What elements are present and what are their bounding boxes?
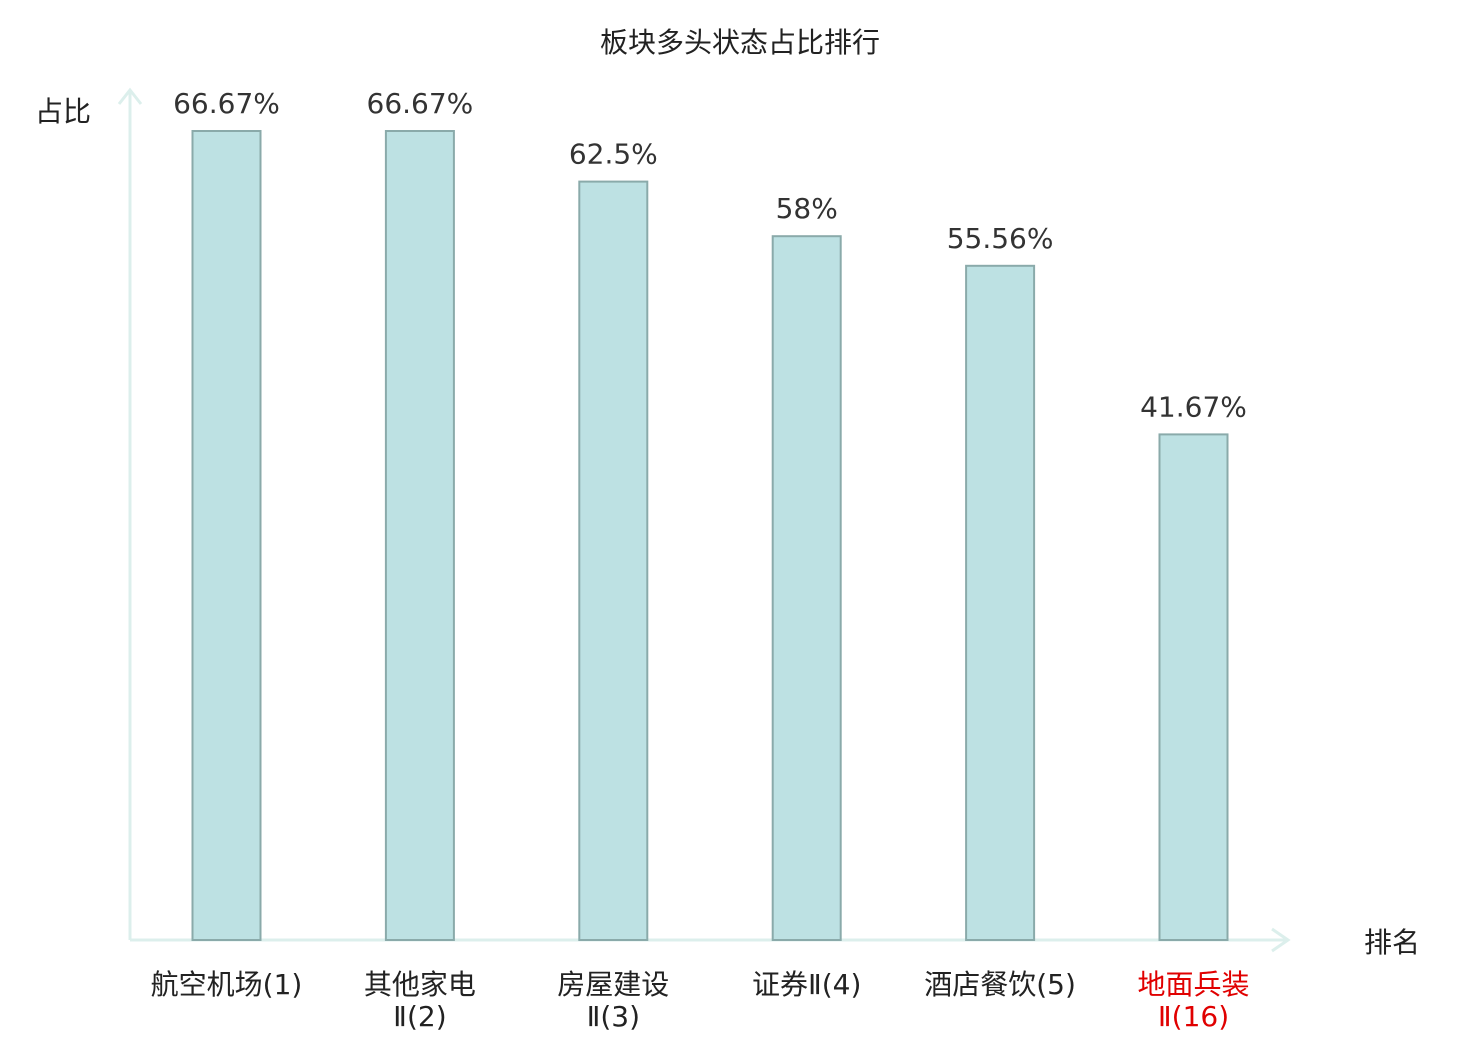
x-tick-label-line2: Ⅱ(2) [393,1000,446,1033]
bar-value-label: 55.56% [947,222,1054,255]
bar [384,130,455,941]
x-tick-label-line2: Ⅱ(16) [1158,1000,1229,1033]
x-tick-label: 房屋建设 [557,968,669,1001]
bar-value-label: 62.5% [569,138,658,171]
x-tick-label: 地面兵装 [1137,968,1249,1001]
bars-group [191,130,1229,942]
bar-value-label: 66.67% [367,87,474,120]
bar-value-label: 58% [776,192,838,225]
chart-title: 板块多头状态占比排行 [600,26,880,59]
bar [578,180,649,942]
x-tick-label: 酒店餐饮(5) [924,968,1076,1001]
y-axis-label: 占比 [35,95,91,128]
x-axis-arrow [1271,927,1291,953]
x-tick-label: 航空机场(1) [151,968,303,1001]
bar [965,264,1036,941]
y-axis-arrow [117,87,143,105]
bar-value-label: 41.67% [1140,390,1247,423]
value-labels-group: 66.67% 66.67% 62.5% 58% 55.56% 41.67% [173,87,1247,423]
bar-value-label: 66.67% [173,87,280,120]
bar [771,235,842,941]
x-tick-label: 其他家电 [364,968,476,1001]
bar [1158,433,1229,941]
x-tick-label-line2: Ⅱ(3) [587,1000,640,1033]
x-axis-label: 排名 [1364,926,1420,959]
x-tick-label: 证券Ⅱ(4) [752,968,861,1001]
bar [191,130,262,941]
